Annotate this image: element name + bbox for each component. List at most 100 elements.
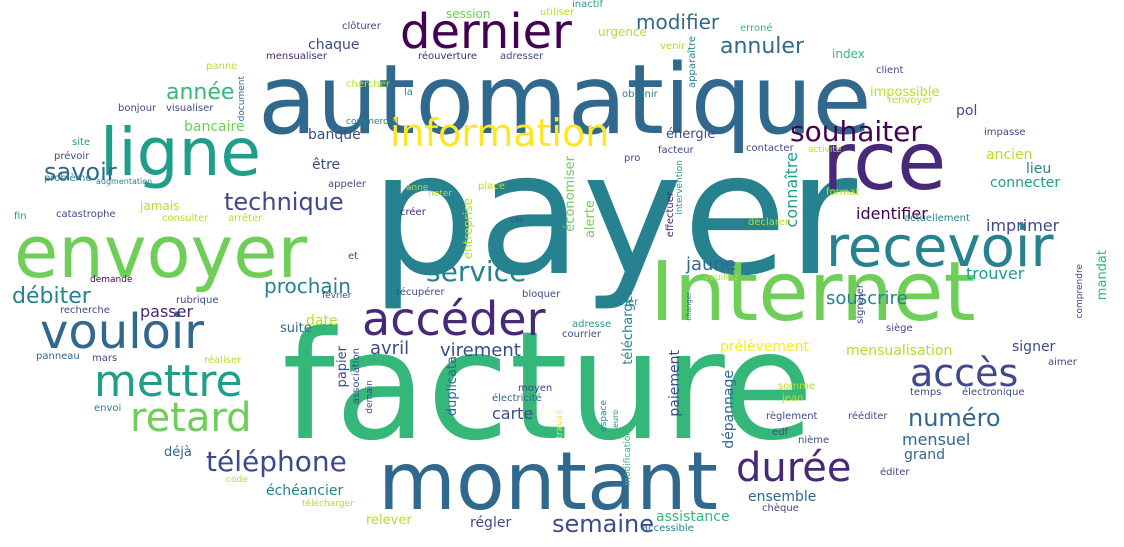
word-apparaitre: apparaître (687, 36, 698, 88)
word-index: index (832, 47, 865, 61)
word-probleme: problème (44, 173, 92, 184)
word-duree: durée (736, 445, 852, 491)
word-energie: énergie (666, 127, 716, 142)
word-temps: temps (910, 387, 942, 398)
word-mensuel: mensuel (902, 430, 971, 449)
word-facteur: facteur (658, 145, 694, 156)
word-somme: somme (778, 381, 815, 392)
word-nieme: nième (798, 435, 830, 446)
word-intervention: intervention (675, 160, 685, 215)
word-recherche: recherche (60, 305, 110, 316)
word-imprimer: imprimer (986, 216, 1060, 235)
word-date: date (306, 313, 338, 329)
word-reediter: rééditer (848, 411, 888, 422)
word-alerte: alerte (583, 200, 598, 239)
word-avril: avril (370, 338, 410, 359)
word-impasse: impasse (984, 127, 1026, 138)
word-connecter: connecter (990, 175, 1061, 191)
word-jean: jean (782, 393, 804, 404)
word-banque: banque (308, 127, 361, 143)
word-appeler: appeler (328, 179, 367, 190)
word-inactif: inactif (572, 0, 603, 10)
word-la: la (404, 87, 413, 98)
word-virement: virement (440, 340, 521, 361)
word-dernier: dernier (400, 4, 572, 60)
word-comprendre: comprendre (1075, 264, 1085, 319)
word-semaine: semaine (552, 510, 654, 538)
word-euro: euro (611, 410, 620, 428)
word-arreter: arrêter (228, 213, 263, 224)
word-visualiser: visualiser (166, 103, 214, 114)
word-modification: modification (623, 430, 633, 486)
word-panne: panne (206, 61, 238, 72)
word-depannage: dépannage (721, 370, 737, 449)
word-errone: erroné (740, 23, 773, 34)
word-obtenir: obtenir (622, 89, 658, 100)
word-bancaire: bancaire (184, 119, 245, 135)
word-noter: noter (428, 189, 452, 199)
word-papier: papier (335, 346, 350, 388)
word-creer: créer (400, 207, 426, 218)
word-information: information (390, 111, 610, 155)
word-moyen: moyen (518, 383, 553, 394)
word-adresse: adresse (572, 319, 612, 330)
word-retard: retard (130, 395, 252, 441)
word-contacter: contacter (746, 143, 794, 154)
word-annuler: annuler (720, 34, 805, 59)
word-ensemble: ensemble (748, 489, 817, 505)
word-renvoyer: renvoyer (888, 95, 933, 106)
word-internet: Internet (650, 245, 976, 340)
word-acceder: accéder (362, 292, 546, 346)
word-accessible: accessible (642, 523, 694, 534)
word-echeancier: échéancier (266, 483, 344, 499)
word-rce: rce (822, 115, 947, 208)
word-anne: anne (406, 183, 429, 193)
word-impossible: impossible (870, 85, 940, 100)
word-mensualisation: mensualisation (846, 343, 953, 359)
word-etre: être (312, 157, 341, 173)
word-deja: déjà (164, 445, 192, 460)
word-fin: fin (14, 211, 27, 222)
word-espace: espace (599, 400, 609, 432)
word-augmentation: augmentation (96, 177, 153, 186)
word-panneau: panneau (36, 351, 80, 362)
word-pol: pol (956, 103, 978, 119)
word-catastrophe: catastrophe (56, 209, 116, 220)
word-place: place (478, 181, 505, 192)
word-debiter: débiter (12, 284, 91, 309)
word-souhaiter: souhaiter (790, 115, 922, 148)
word-suite: suite (280, 321, 312, 336)
word-trouver: trouver (966, 264, 1025, 283)
word-signaler: signaler (855, 284, 866, 324)
word-assistance: assistance (656, 509, 730, 525)
word-recevoir: recevoir (826, 215, 1054, 280)
word-et: et (348, 251, 359, 262)
word-prochain: prochain (264, 274, 351, 298)
word-reglement: règlement (766, 411, 818, 422)
word-signer: signer (1012, 339, 1056, 355)
word-mensualiser: mensualiser (266, 51, 327, 62)
word-ancien: ancien (986, 147, 1033, 163)
word-envoi: envoi (94, 403, 122, 414)
word-mars: mars (92, 353, 118, 364)
word-changer: changer (685, 292, 693, 321)
word-economiser: économiser (563, 156, 578, 232)
word-duplicata: duplicata (445, 356, 460, 417)
word-actuellement: actuellement (904, 213, 970, 224)
word-courrier: courrier (562, 329, 602, 340)
word-declarer: déclarer (748, 217, 790, 228)
word-electricite: électricité (492, 393, 542, 404)
word-adresser: adresser (500, 51, 544, 62)
word-payer: payer (370, 116, 858, 314)
word-modifier: modifier (636, 10, 720, 34)
word-rubrique: rubrique (176, 295, 219, 306)
word-jaune: jaune (686, 254, 736, 275)
word-travail: travail (555, 410, 565, 439)
word-code: code (226, 475, 248, 485)
word-prevoir: prévoir (54, 151, 90, 162)
word-carte: carte (492, 404, 534, 423)
word-entreprise: entreprise (461, 198, 475, 260)
word-mettre: mettre (94, 356, 243, 407)
word-lieu: lieu (1026, 161, 1052, 177)
